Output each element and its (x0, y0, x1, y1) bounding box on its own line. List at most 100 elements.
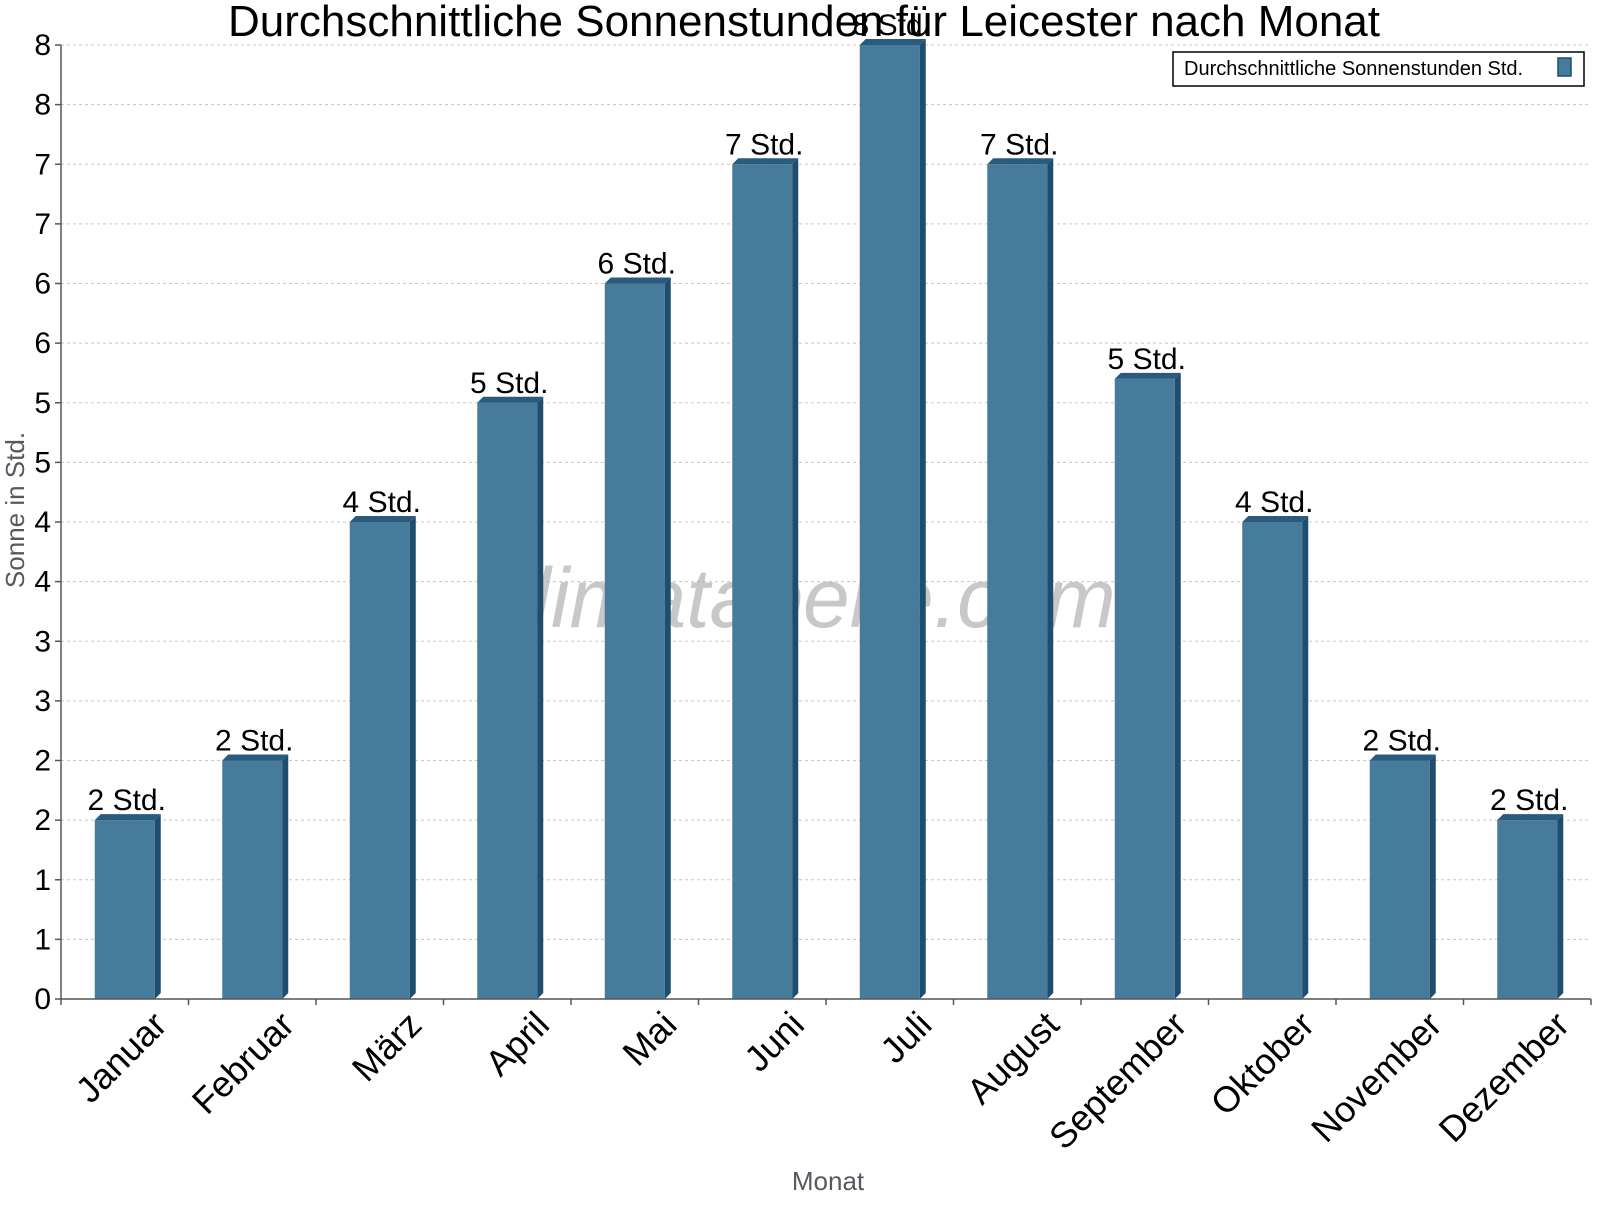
y-tick-label: 7 (34, 208, 51, 241)
bar-3 (349, 516, 416, 999)
bar-top (1114, 372, 1181, 379)
data-label: 7 Std. (725, 128, 803, 161)
x-tick-label: Oktober (1202, 1004, 1322, 1124)
bar-front (222, 760, 283, 999)
bar-front (1114, 378, 1175, 999)
x-tick-label: September (1041, 1004, 1195, 1158)
x-tick-label: August (959, 1004, 1067, 1112)
chart-title: Durchschnittliche Sonnenstunden für Leic… (228, 0, 1380, 46)
y-tick-label: 7 (34, 148, 51, 181)
x-tick-label: November (1303, 1004, 1449, 1150)
bar-4 (477, 396, 544, 999)
legend[interactable]: Durchschnittliche Sonnenstunden Std. (1172, 51, 1585, 87)
bar-side (154, 814, 161, 999)
bar-side (282, 754, 289, 999)
y-tick-label: 1 (34, 864, 51, 897)
y-tick-label: 5 (34, 446, 51, 479)
bar-side (919, 39, 926, 999)
bar-front (859, 45, 920, 999)
bar-top (1497, 814, 1564, 821)
bar-top (859, 39, 926, 45)
data-label: 6 Std. (598, 248, 676, 281)
data-label: 2 Std. (1490, 784, 1568, 817)
data-label: 2 Std. (88, 784, 166, 817)
x-tick-label: Dezember (1430, 1004, 1576, 1150)
y-tick-label: 0 (34, 983, 51, 1016)
bar-12 (1497, 814, 1564, 999)
y-axis-title: Sonne in Std. (0, 432, 30, 588)
bar-side (792, 158, 799, 999)
data-label: 4 Std. (1235, 486, 1313, 519)
x-tick-label: Februar (184, 1004, 302, 1122)
bar-side (1557, 814, 1564, 999)
bar-front (604, 283, 665, 999)
bar-5 (604, 277, 671, 999)
y-tick-label: 4 (34, 566, 51, 599)
legend-entry-label: Durchschnittliche Sonnenstunden Std. (1184, 58, 1523, 80)
bar-side (1302, 516, 1309, 999)
x-tick-label: Juni (736, 1004, 812, 1080)
bar-side (409, 516, 416, 999)
bar-1 (94, 814, 161, 999)
bar-7 (859, 39, 926, 999)
bar-8 (987, 158, 1054, 999)
y-tick-label: 2 (34, 745, 51, 778)
x-tick-labels: Januar Februar März April Mai Juni Juli AugustS… (68, 1004, 1577, 1158)
x-tick-label: Januar (68, 1004, 175, 1111)
bar-top (349, 516, 416, 522)
grid-lines (61, 44, 1591, 940)
bar-11 (1369, 754, 1436, 999)
bar-top (1242, 516, 1309, 522)
x-tick-label: Mai (614, 1004, 684, 1074)
data-label: 8 Std. (853, 9, 931, 42)
data-label: 5 Std. (470, 367, 548, 400)
bar-front (1242, 522, 1303, 999)
bar-top (1369, 754, 1436, 761)
bar-side (1047, 158, 1054, 999)
bar-6 (732, 158, 799, 999)
legend-box (1172, 51, 1585, 87)
bar-10 (1242, 516, 1309, 999)
y-tick-label: 1 (34, 923, 51, 956)
x-axis-title: Monat (792, 1166, 865, 1196)
bar-front (349, 522, 410, 999)
y-tick-labels: 0 1 1 2 2 3 3 4 4 5 5 6 6 7 7 8 8 (34, 29, 51, 1016)
y-tick-label: 2 (34, 804, 51, 837)
bar-top (604, 277, 671, 284)
bar-side (664, 277, 671, 999)
data-label: 4 Std. (343, 486, 421, 519)
bar-9 (1114, 372, 1181, 999)
bars (94, 39, 1564, 999)
bar-side (537, 396, 544, 999)
bar-front (1497, 820, 1558, 999)
data-label: 2 Std. (1363, 725, 1441, 758)
y-tick-label: 8 (34, 29, 51, 62)
bar-top (94, 814, 161, 821)
bar-side (1174, 372, 1181, 999)
y-tick-label: 3 (34, 625, 51, 658)
data-label: 5 Std. (1108, 343, 1186, 376)
y-tick-label: 4 (34, 506, 51, 539)
y-tick-label: 8 (34, 89, 51, 122)
bar-front (1369, 760, 1430, 999)
x-tick-label: März (344, 1004, 430, 1090)
bar-side (1429, 754, 1436, 999)
legend-swatch (1557, 57, 1572, 77)
y-tick-label: 6 (34, 327, 51, 360)
bar-top (732, 158, 799, 165)
axes (55, 44, 1592, 1005)
data-label: 7 Std. (980, 128, 1058, 161)
y-tick-label: 5 (34, 387, 51, 420)
x-tick-label: Juli (872, 1004, 939, 1071)
x-tick-label: April (477, 1004, 557, 1084)
bar-top (987, 158, 1054, 165)
bar-front (477, 402, 538, 999)
bar-front (987, 164, 1048, 999)
bar-front (94, 820, 155, 999)
y-tick-label: 6 (34, 268, 51, 301)
bar-top (222, 754, 289, 761)
data-label: 2 Std. (215, 725, 293, 758)
bar-top (477, 396, 544, 403)
